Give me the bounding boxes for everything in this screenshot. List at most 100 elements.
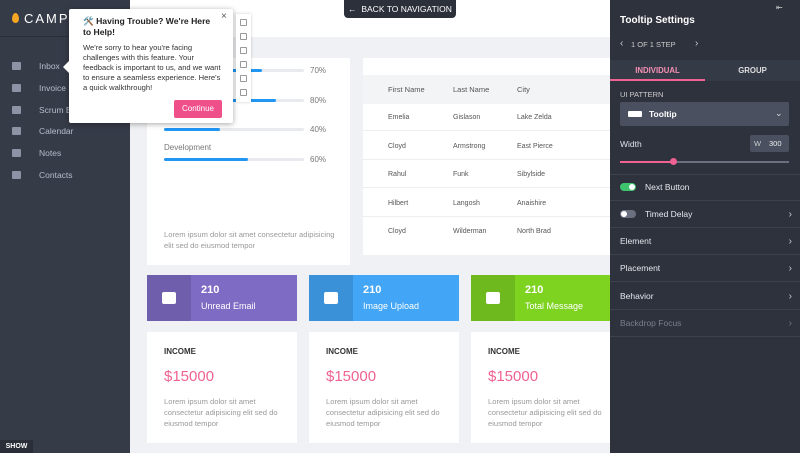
- section-row[interactable]: Placement ›: [620, 263, 792, 275]
- tool-icon[interactable]: [240, 19, 247, 26]
- nav-item[interactable]: Contacts: [0, 165, 130, 185]
- back-button[interactable]: ← BACK TO NAVIGATION: [344, 0, 456, 18]
- close-button[interactable]: ×: [221, 11, 227, 22]
- divider: [610, 335, 800, 337]
- chevron: ›: [788, 317, 792, 329]
- bar-percent: 40%: [310, 125, 327, 134]
- table-cell: Wilderman: [453, 228, 487, 235]
- table-cell: Rahul: [388, 171, 407, 178]
- nav-label[interactable]: Notes: [39, 148, 62, 159]
- width-value: 300: [769, 139, 782, 148]
- tool-icon[interactable]: [240, 33, 247, 40]
- chevron: ›: [788, 209, 792, 220]
- divider: [610, 254, 800, 255]
- tool-icon[interactable]: [240, 75, 247, 82]
- income-amount: $15000: [488, 368, 539, 385]
- table-cell: Funk: [453, 171, 469, 178]
- table-cell: Armstrong: [453, 142, 486, 150]
- tabs-bg: [610, 60, 800, 81]
- toggle[interactable]: [620, 210, 636, 218]
- table-cell: Langosh: [453, 199, 480, 207]
- nav-label[interactable]: Invoice: [39, 82, 66, 93]
- section-row[interactable]: Behavior ›: [620, 291, 792, 303]
- divider: [610, 281, 800, 283]
- nav-item[interactable]: Inbox: [0, 56, 130, 76]
- nav-item[interactable]: Calendar: [0, 121, 130, 141]
- table-cell: Hilbert: [388, 199, 409, 207]
- section-label: Behavior: [620, 290, 654, 301]
- row-divider: [363, 187, 610, 188]
- pattern-dropdown[interactable]: Tooltip ⌄: [620, 102, 789, 126]
- nav-label[interactable]: Calendar: [39, 126, 74, 137]
- section-label: Backdrop Focus: [620, 317, 682, 328]
- settings-panel: Tooltip Settings ⇤ ‹ 1 OF 1 STEP › INDIVIDUAL…: [610, 0, 800, 453]
- table-header: Last Name: [453, 85, 490, 94]
- nav-item[interactable]: Invoice: [0, 78, 130, 98]
- tab-individual[interactable]: INDIVIDUAL: [635, 66, 680, 75]
- show-button[interactable]: SHOW: [0, 440, 33, 453]
- step-prev[interactable]: ‹: [620, 38, 624, 49]
- divider: [610, 227, 800, 228]
- tooltip-body: We're sorry to hear you're facing challe…: [83, 43, 221, 92]
- table-cell: Cloyd: [388, 228, 406, 235]
- dropdown-caret: ⌄: [775, 108, 783, 118]
- step-next[interactable]: ›: [695, 38, 699, 49]
- progress-fill: [164, 157, 248, 161]
- nav-label[interactable]: Contacts: [39, 170, 73, 180]
- table-header: City: [517, 85, 530, 94]
- nav-item[interactable]: Notes: [0, 143, 130, 163]
- toggle[interactable]: [620, 183, 636, 191]
- back-arrow: ←: [348, 4, 362, 14]
- chevron: ›: [788, 290, 792, 302]
- divider: [610, 308, 800, 310]
- divider: [610, 200, 800, 201]
- income-text: Lorem ipsum dolor sit amet consectetur a…: [164, 397, 278, 428]
- income-card: INCOME $15000 Lorem ipsum dolor sit amet c…: [309, 332, 459, 443]
- nav-label[interactable]: Inbox: [39, 61, 60, 71]
- width-box[interactable]: W 300: [750, 135, 789, 152]
- width-label: Width: [620, 139, 642, 149]
- stat-icon: [309, 275, 353, 321]
- continue-button[interactable]: Continue: [174, 100, 222, 118]
- income-title: INCOME: [326, 347, 358, 356]
- tool-icon[interactable]: [240, 47, 247, 54]
- progress-track: [164, 157, 304, 161]
- bar-percent: 70%: [310, 66, 327, 75]
- slider-fill: [620, 161, 673, 163]
- slider-thumb[interactable]: [670, 158, 677, 165]
- tooltip-arrow: [63, 61, 69, 73]
- panel-collapse[interactable]: ⇤: [776, 3, 783, 12]
- nav-item[interactable]: Scrum Board: [0, 100, 130, 120]
- row-divider: [363, 130, 610, 131]
- chevron: ›: [788, 236, 792, 247]
- table-cell: Cloyd: [388, 142, 406, 150]
- tab-group[interactable]: GROUP: [738, 66, 767, 75]
- back-label[interactable]: BACK TO NAVIGATION: [361, 4, 452, 14]
- table-card: First Name Last Name City Emelia Gislason Lak…: [363, 58, 610, 255]
- logo-text: CAMP: [24, 11, 70, 26]
- income-text: Lorem ipsum dolor sit amet consectetur a…: [326, 397, 440, 428]
- stat-label: Total Message: [525, 301, 584, 311]
- stat-icon: [147, 275, 191, 321]
- tool-icon[interactable]: [240, 61, 247, 68]
- toggle-row[interactable]: Next Button: [620, 182, 792, 194]
- stat-value: 210: [525, 284, 544, 296]
- panel-title: Tooltip Settings: [620, 15, 695, 26]
- toggle-row[interactable]: Timed Delay ›: [620, 209, 792, 221]
- section-row[interactable]: Backdrop Focus ›: [620, 318, 792, 330]
- table-cell: Anaishire: [517, 199, 547, 207]
- section-row[interactable]: Element ›: [620, 236, 792, 248]
- stat-card: 210 Unread Email: [147, 275, 297, 321]
- tool-icon[interactable]: [240, 89, 247, 96]
- progress-track: [164, 128, 304, 131]
- nav-label[interactable]: Scrum Board: [39, 104, 89, 115]
- income-title: INCOME: [488, 347, 520, 356]
- income-text: Lorem ipsum dolor sit amet consectetur a…: [488, 397, 602, 428]
- stat-value: 210: [363, 284, 382, 296]
- table-cell: East Pierce: [517, 142, 553, 150]
- income-amount: $15000: [164, 368, 215, 385]
- tooltip-popup: 🛠️ Having Trouble? We're Here to Help! × W…: [63, 9, 233, 123]
- table-cell: Lake Zelda: [517, 114, 552, 121]
- bar-percent: 60%: [310, 154, 327, 164]
